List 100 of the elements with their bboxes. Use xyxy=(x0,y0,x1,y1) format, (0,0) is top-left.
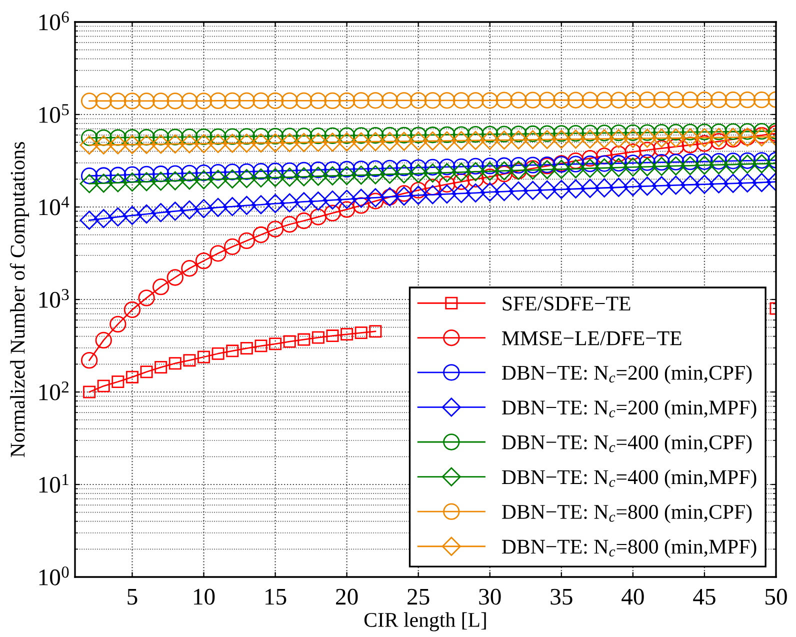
point xyxy=(194,170,214,190)
point xyxy=(482,92,498,109)
point xyxy=(437,184,456,204)
point xyxy=(166,134,185,154)
point xyxy=(308,192,328,211)
point xyxy=(580,178,600,198)
point xyxy=(152,92,170,110)
point xyxy=(510,126,527,142)
point xyxy=(210,128,226,145)
legend-label: DBN−TE: N$_{c}$=800 (min,MPF) xyxy=(502,539,756,558)
point xyxy=(283,335,296,348)
point xyxy=(367,192,384,210)
point xyxy=(210,245,226,262)
point xyxy=(610,146,627,162)
x-tick-label: 20 xyxy=(336,588,358,605)
point xyxy=(367,92,384,109)
x-axis-title: CIR length [L] xyxy=(364,612,486,632)
point xyxy=(596,148,613,164)
point xyxy=(452,173,470,190)
point xyxy=(308,132,328,152)
point xyxy=(510,157,527,174)
point xyxy=(180,170,199,190)
y-tick-label: 10$^{5}$ xyxy=(39,104,69,123)
point xyxy=(138,290,155,306)
point xyxy=(694,128,714,148)
point xyxy=(352,127,370,144)
point xyxy=(95,92,112,110)
point xyxy=(438,176,456,193)
point xyxy=(452,162,471,182)
point xyxy=(494,161,514,180)
y-tick-label: 10$^{0}$ xyxy=(39,566,69,586)
point xyxy=(136,204,156,224)
point xyxy=(466,162,486,182)
point xyxy=(168,357,182,370)
point xyxy=(739,123,756,140)
point xyxy=(354,326,368,340)
point xyxy=(222,197,242,216)
point xyxy=(552,180,571,199)
point xyxy=(95,332,112,349)
point xyxy=(94,209,114,228)
point xyxy=(496,166,513,182)
point xyxy=(138,128,155,146)
point xyxy=(437,163,456,182)
point xyxy=(668,138,684,155)
point xyxy=(668,124,684,141)
point xyxy=(538,92,556,108)
point xyxy=(210,92,226,110)
point xyxy=(338,92,356,110)
point xyxy=(496,157,513,174)
y-tick-label: 10$^{1}$ xyxy=(39,474,68,493)
point xyxy=(609,158,628,178)
point xyxy=(310,92,327,110)
point xyxy=(254,340,268,352)
point xyxy=(281,128,298,144)
point xyxy=(610,154,627,172)
point xyxy=(738,173,757,192)
point xyxy=(623,177,642,196)
point xyxy=(496,126,513,142)
point xyxy=(396,92,412,109)
point xyxy=(566,130,586,149)
point xyxy=(553,125,570,142)
x-tick-label: 30 xyxy=(479,588,501,605)
point xyxy=(682,92,698,108)
point xyxy=(195,164,212,182)
point xyxy=(308,166,328,186)
point xyxy=(238,92,256,110)
point xyxy=(180,200,199,220)
point xyxy=(424,178,441,196)
point xyxy=(710,92,728,108)
point xyxy=(281,162,298,180)
point xyxy=(381,92,398,109)
point xyxy=(724,152,742,170)
point xyxy=(696,153,713,170)
point xyxy=(538,180,557,200)
point xyxy=(594,178,614,198)
legend-label: MMSE−LE/DFE−TE xyxy=(502,331,682,346)
point xyxy=(310,162,327,178)
point xyxy=(226,344,239,358)
y-axis-title: Normalized Number of Computations xyxy=(10,142,29,458)
point xyxy=(352,197,370,214)
point xyxy=(580,129,600,149)
point xyxy=(380,132,400,152)
point xyxy=(80,210,99,230)
point xyxy=(682,124,698,140)
legend-label: DBN−TE: N$_{c}$=200 (min,CPF) xyxy=(502,365,752,384)
point xyxy=(298,333,310,346)
point xyxy=(524,156,542,174)
point xyxy=(523,160,542,180)
point xyxy=(80,92,98,110)
point xyxy=(508,130,528,150)
point xyxy=(638,128,657,148)
point xyxy=(524,92,542,108)
point xyxy=(367,127,384,144)
point xyxy=(322,190,342,210)
point xyxy=(438,126,456,144)
point xyxy=(494,182,514,202)
point xyxy=(467,92,484,109)
point xyxy=(653,140,670,157)
point xyxy=(624,124,642,142)
point xyxy=(337,132,356,152)
